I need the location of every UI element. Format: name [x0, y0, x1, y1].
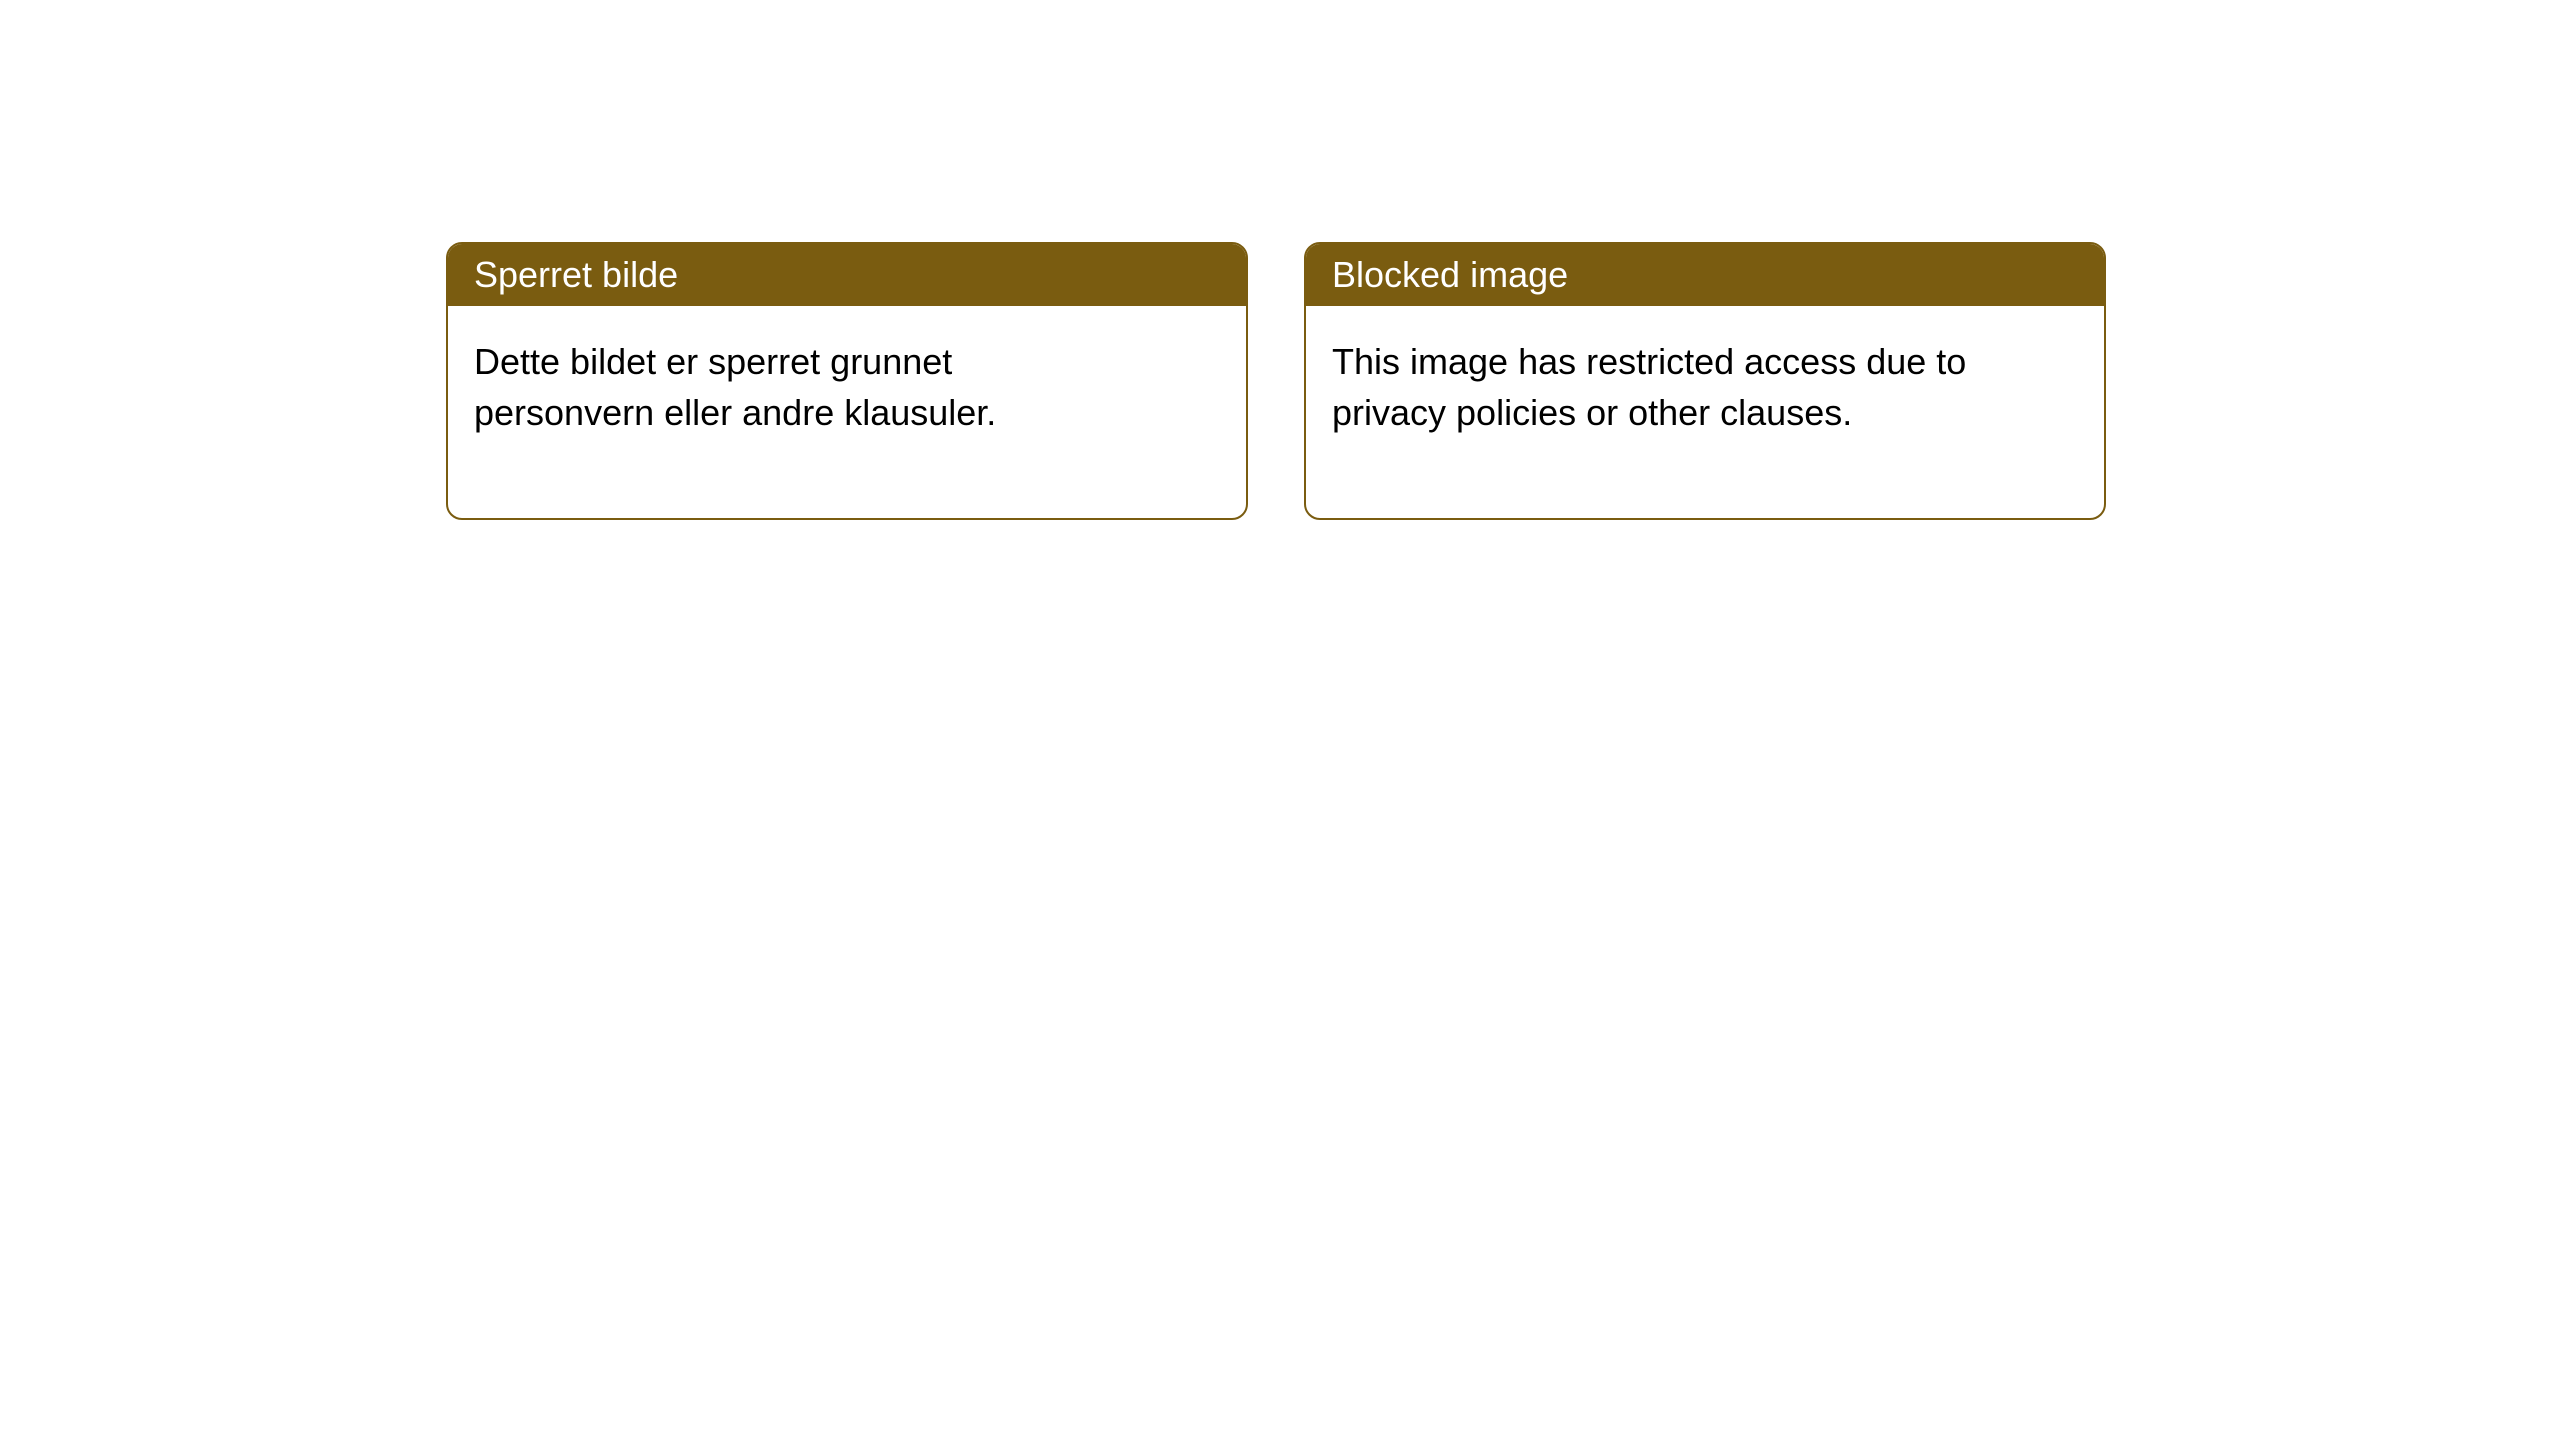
notice-container: Sperret bilde Dette bildet er sperret gr…: [0, 0, 2560, 520]
notice-card-english: Blocked image This image has restricted …: [1304, 242, 2106, 520]
notice-header: Blocked image: [1306, 244, 2104, 306]
notice-body: This image has restricted access due to …: [1306, 306, 1996, 518]
notice-body: Dette bildet er sperret grunnet personve…: [448, 306, 1138, 518]
notice-header: Sperret bilde: [448, 244, 1246, 306]
notice-card-norwegian: Sperret bilde Dette bildet er sperret gr…: [446, 242, 1248, 520]
